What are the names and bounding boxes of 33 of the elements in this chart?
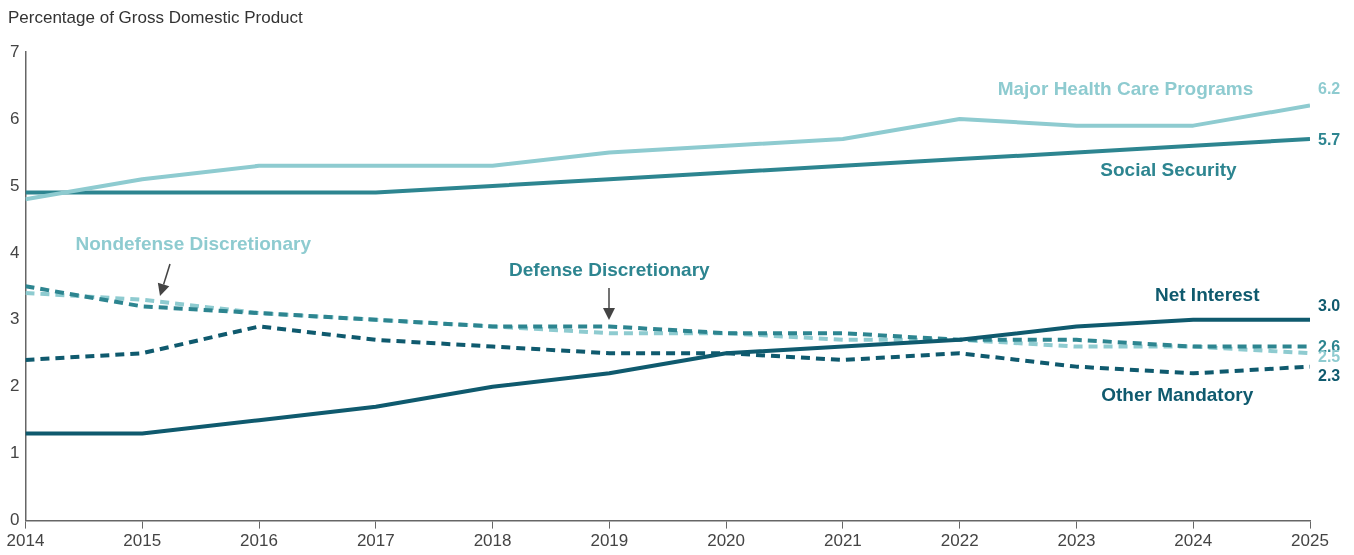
x-tick-label: 2016 bbox=[240, 531, 278, 551]
series-label: Other Mandatory bbox=[1101, 383, 1254, 405]
data-label: 2.3 bbox=[1318, 367, 1341, 385]
x-tick-label: 2015 bbox=[123, 531, 162, 551]
text: Defense Discretionary bbox=[509, 258, 711, 280]
series-label: Major Health Care Programs bbox=[997, 77, 1254, 99]
y-tick-label: 0 bbox=[9, 510, 20, 530]
x-tick-label: 2020 bbox=[707, 531, 746, 551]
x-tick-label: 2019 bbox=[590, 531, 629, 551]
x-tick-label: 2018 bbox=[473, 531, 512, 551]
y-tick-label: 6 bbox=[9, 108, 20, 128]
x-tick-label: 2014 bbox=[6, 531, 45, 551]
y-tick-label: 1 bbox=[9, 443, 20, 463]
y-axis-title: Percentage of Gross Domestic Product bbox=[8, 8, 303, 28]
data-label: 3.0 bbox=[1318, 297, 1341, 315]
line-series bbox=[25, 290, 1310, 356]
y-tick-label: 2 bbox=[9, 376, 20, 396]
y-tick-label: 4 bbox=[9, 242, 20, 262]
y-tick-label: 3 bbox=[9, 309, 20, 329]
x-tick-label: 2024 bbox=[1174, 531, 1213, 551]
x-tick-label: 2021 bbox=[823, 531, 862, 551]
data-label: 5.7 bbox=[1318, 131, 1341, 149]
y-tick-label: 5 bbox=[9, 175, 20, 195]
x-tick-label: 2025 bbox=[1291, 531, 1329, 551]
y-tick-label: 7 bbox=[9, 41, 20, 61]
series-label: Net Interest bbox=[1154, 284, 1261, 306]
series-label: Social Security bbox=[1100, 158, 1237, 180]
line-series bbox=[25, 284, 1310, 349]
text: Nondefense Discretionary bbox=[75, 232, 312, 254]
data-label: 6.2 bbox=[1318, 79, 1341, 97]
x-tick-label: 2023 bbox=[1057, 531, 1096, 551]
x-tick-label: 2017 bbox=[356, 531, 395, 551]
x-tick-label: 2022 bbox=[940, 531, 979, 551]
